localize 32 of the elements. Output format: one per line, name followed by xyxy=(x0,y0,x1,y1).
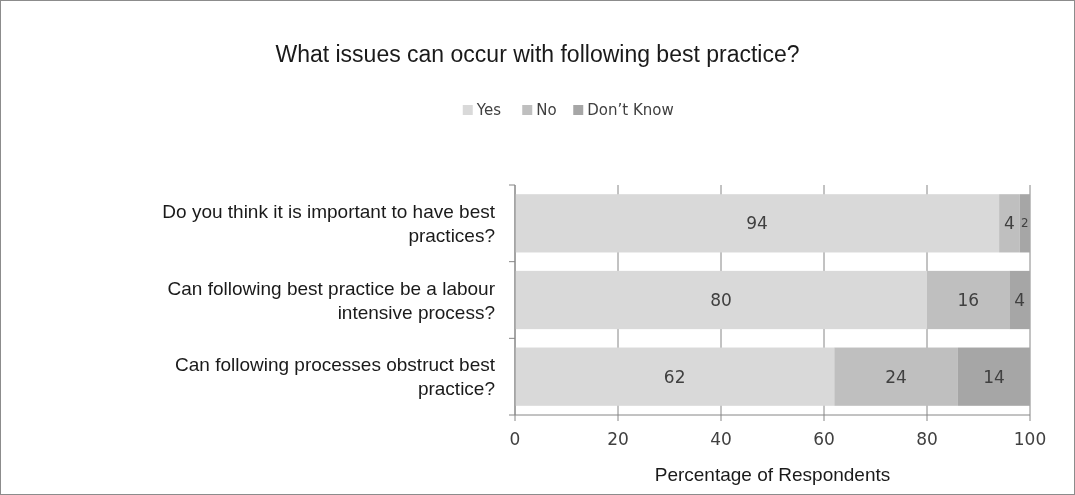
x-tick-label: 20 xyxy=(607,429,629,449)
data-label: 62 xyxy=(663,366,686,387)
data-label: 80 xyxy=(710,289,732,310)
x-tick-label: 80 xyxy=(916,429,938,449)
bar xyxy=(927,270,1010,330)
y-tick-label: Do you think it is important to have best practices? xyxy=(162,200,496,246)
bar xyxy=(515,194,1000,253)
chart-title: What issues can occur with following best practice? xyxy=(275,41,800,67)
data-label: 14 xyxy=(983,366,1005,387)
data-label: 4 xyxy=(1014,289,1026,310)
data-label: 24 xyxy=(885,366,907,387)
y-tick-label: Can following best practice be a labour intensive process? xyxy=(167,277,496,323)
x-tick-label: 60 xyxy=(813,429,835,449)
x-axis-title: Percentage of Respondents xyxy=(654,464,891,485)
bar xyxy=(1019,194,1030,253)
legend-label: No xyxy=(536,101,557,120)
bar xyxy=(834,347,958,406)
bar xyxy=(957,347,1030,406)
y-tick-label: Can following processes obstruct best practice? xyxy=(175,354,496,400)
legend-label: Yes xyxy=(475,101,502,120)
bar xyxy=(515,347,835,406)
x-tick-label: 40 xyxy=(710,429,732,449)
x-tick-label: 0 xyxy=(509,429,521,449)
bar xyxy=(999,194,1020,253)
legend-label: Don’t Know xyxy=(587,101,674,120)
data-label: 2 xyxy=(1021,216,1029,231)
data-label: 4 xyxy=(1003,213,1015,234)
bar xyxy=(1009,270,1030,330)
x-tick-label: 100 xyxy=(1013,429,1047,449)
bar xyxy=(515,270,927,330)
data-label: 16 xyxy=(957,289,980,310)
data-label: 94 xyxy=(746,213,768,234)
